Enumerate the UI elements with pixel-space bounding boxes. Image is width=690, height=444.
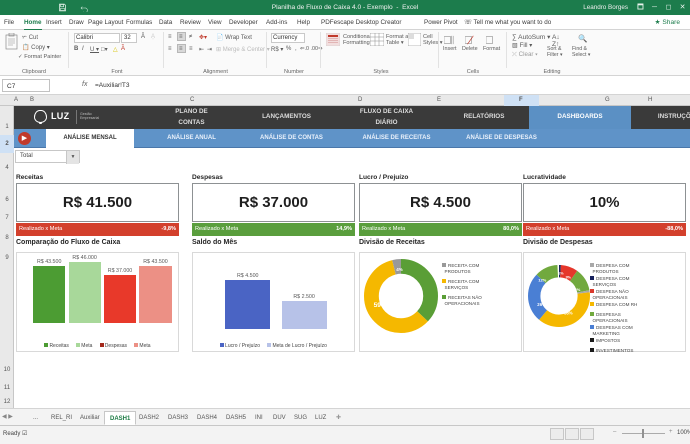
svg-text:9%: 9%: [566, 276, 572, 280]
svg-text:12%: 12%: [572, 287, 580, 292]
svg-text:1%: 1%: [558, 271, 564, 275]
svg-text:38%: 38%: [564, 311, 573, 316]
svg-text:4%: 4%: [396, 267, 402, 272]
svg-text:37%: 37%: [404, 289, 417, 296]
svg-text:12%: 12%: [538, 278, 546, 283]
svg-text:26%: 26%: [537, 302, 546, 307]
svg-text:59%: 59%: [374, 302, 387, 309]
